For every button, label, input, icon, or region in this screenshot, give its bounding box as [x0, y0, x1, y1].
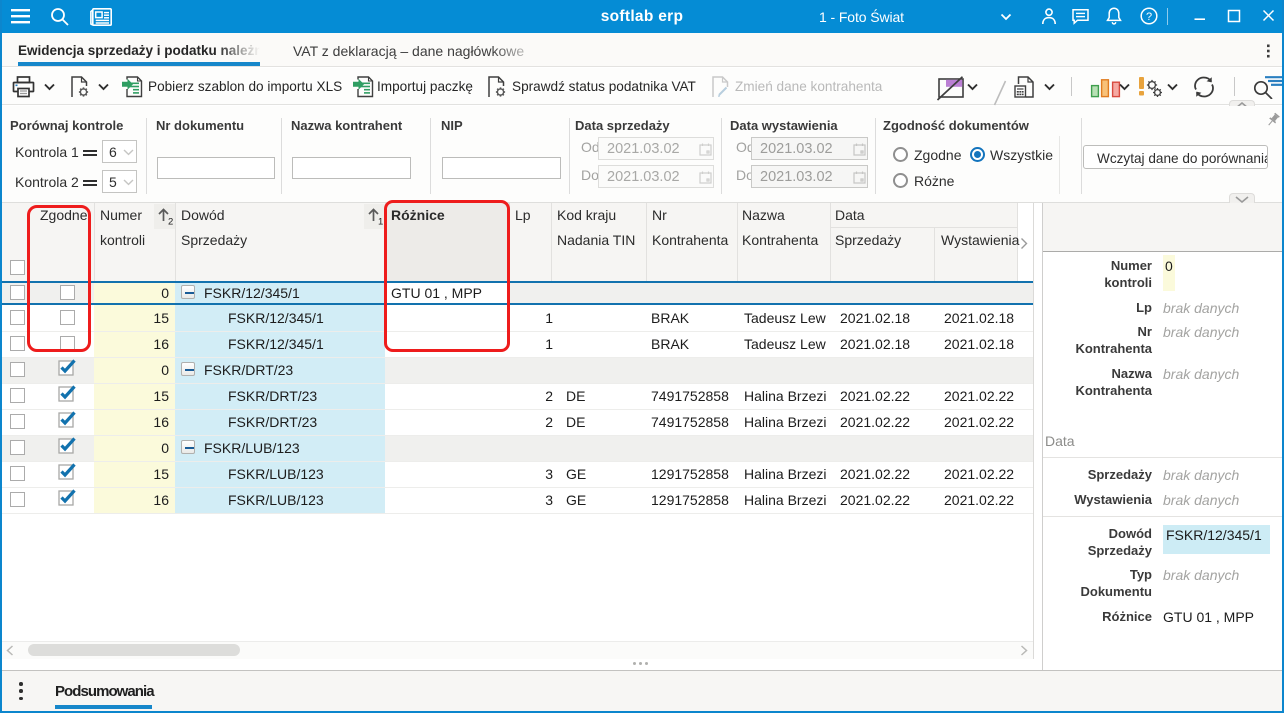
svg-text:1: 1	[378, 217, 383, 227]
svg-text:2: 2	[168, 217, 173, 227]
svg-text:?: ?	[1146, 11, 1152, 23]
